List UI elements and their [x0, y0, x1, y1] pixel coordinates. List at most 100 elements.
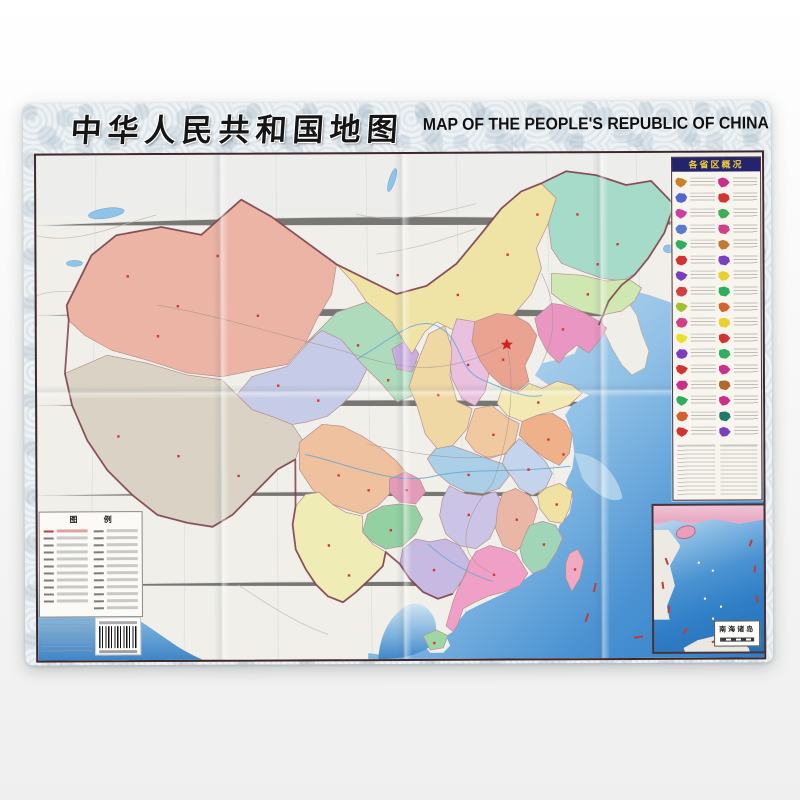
legend-text [106, 585, 138, 589]
province-entry-text [733, 333, 758, 344]
province-entry-text [690, 364, 716, 375]
province-chongqing [389, 471, 426, 505]
legend-symbol [43, 579, 54, 582]
province-shape-icon [676, 396, 688, 406]
province-entry [676, 299, 716, 315]
province-entry [676, 268, 716, 284]
legend-symbol [43, 558, 54, 561]
legend-text [56, 543, 88, 547]
province-shape-icon [718, 349, 730, 359]
province-entry [675, 206, 715, 222]
province-entry-text [690, 302, 716, 313]
inset-china-coast [654, 505, 764, 531]
province-entry-text [690, 193, 715, 204]
province-shape-icon [718, 333, 730, 343]
province-entry [675, 253, 715, 269]
legend-text [56, 592, 88, 596]
province-entry-text [690, 286, 716, 297]
province-qinghai [236, 328, 368, 425]
legend-symbol [93, 592, 104, 595]
province-entry [675, 237, 715, 253]
legend-text [106, 536, 138, 540]
legend-columns [43, 527, 138, 611]
province-shape-icon [675, 178, 687, 188]
province-entry-text [732, 239, 758, 250]
province-hubei [426, 445, 510, 494]
legend-symbol [43, 530, 54, 533]
legend-symbol [93, 536, 104, 539]
legend-symbol [43, 537, 54, 540]
english-title: MAP OF THE PEOPLE'S REPUBLIC OF CHINA [422, 113, 769, 134]
province-entry-text [733, 395, 759, 406]
legend-symbol [93, 599, 104, 602]
province-entry-text [690, 255, 715, 266]
legend-text [56, 536, 88, 540]
province-entry [718, 206, 758, 222]
south-china-sea-inset: 南海诸岛 [651, 503, 767, 654]
gulf-of-tonkin [378, 603, 437, 660]
inset-island-dot [703, 597, 706, 600]
legend-symbol [43, 565, 54, 568]
legend-text [106, 578, 138, 582]
province-shape-icon [718, 255, 730, 265]
province-shape-icon [675, 224, 687, 234]
province-shape-icon [676, 411, 688, 421]
nine-dash-mark [753, 565, 757, 573]
province-entry-text [733, 364, 758, 375]
province-shape-icon [676, 318, 688, 328]
province-shape-icon [718, 177, 730, 187]
province-entry [718, 252, 758, 268]
province-shaanxi [408, 325, 473, 450]
legend-text [106, 606, 138, 610]
nine-dash-mark [667, 605, 671, 613]
legend-text [106, 564, 138, 568]
legend-symbol [93, 571, 104, 574]
barcode-caption [99, 621, 138, 625]
nine-dash-mark [755, 595, 759, 603]
province-fujian [519, 521, 564, 574]
province-entry [718, 346, 758, 362]
inset-island-dot [719, 605, 722, 608]
legend-symbol [93, 529, 104, 532]
province-entry [676, 284, 716, 300]
legend-text [106, 599, 138, 603]
province-entry-text [732, 177, 758, 188]
legend-text [56, 564, 88, 568]
province-entry [675, 175, 715, 191]
note-column [719, 444, 758, 497]
legend-symbol [93, 550, 104, 553]
province-entry-text [733, 411, 759, 422]
province-shape-icon [676, 287, 688, 297]
sea-boundary-dashes [584, 583, 644, 639]
legend-symbol [93, 585, 104, 588]
province-entry-text [733, 379, 759, 391]
legend-text [56, 585, 88, 589]
province-entry-text [732, 208, 758, 219]
province-guangdong [445, 545, 529, 633]
legend-right-column [93, 527, 138, 611]
railway-lines [156, 273, 554, 574]
legend-text [106, 550, 138, 554]
province-entry [718, 315, 758, 331]
inset-island-dot [711, 569, 714, 572]
legend-symbol [43, 551, 54, 554]
province-entry-text [733, 426, 759, 437]
province-entry [718, 362, 758, 378]
province-shape-icon [676, 365, 688, 375]
province-hainan [422, 629, 449, 651]
map-frame [33, 150, 767, 663]
province-entry [676, 424, 716, 440]
province-entry [676, 331, 716, 347]
province-entry [719, 393, 759, 409]
province-entry-text [732, 192, 758, 203]
province-shape-icon [718, 302, 730, 312]
note-column [677, 444, 715, 497]
inset-label-box: 南海诸岛 [714, 620, 761, 647]
province-jilin [551, 272, 642, 316]
province-entry [676, 315, 716, 331]
province-entry [718, 377, 759, 393]
province-shape-icon [675, 209, 687, 219]
province-guizhou [362, 503, 423, 550]
province-entry-text [691, 426, 716, 438]
